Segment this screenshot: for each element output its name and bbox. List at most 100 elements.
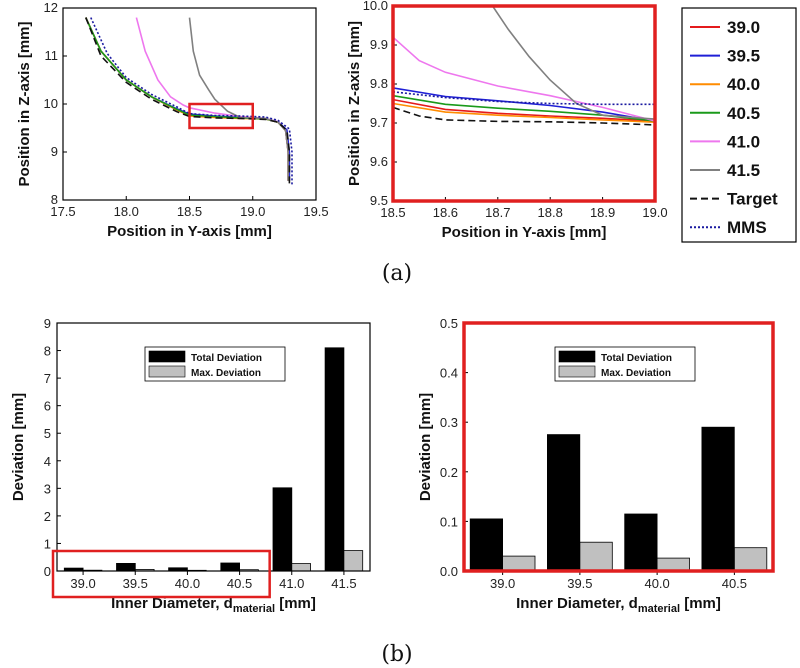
bar-total-deviation [469,518,504,572]
y-tick-label: 10 [44,96,58,111]
bar-legend: Total Deviation Max. Deviation [554,346,696,382]
plot-frame [391,4,657,203]
y-axis-label: Position in Z-axis [mm] [346,21,363,186]
y-tick-label: 9.6 [370,154,388,169]
series-line-41-0 [135,17,290,181]
bar-legend-label: Max. Deviation [191,368,261,379]
plot-frame [462,321,775,573]
legend-a: 39.0 39.5 40.0 40.5 41.0 41.5 Target MMS [681,7,797,243]
x-tick-label: 18.7 [485,205,510,220]
x-tick-label: 39.0 [70,576,95,591]
zoom-highlight-box [188,102,254,130]
y-tick-label: 9.9 [370,37,388,52]
y-axis-label: Deviation [mm] [417,393,434,501]
legend-label: 41.0 [727,132,760,151]
series-line-40-0 [393,102,655,123]
bar-total-deviation [701,426,735,572]
bar-total-deviation [272,487,293,572]
series-line-41-5 [188,17,290,181]
series-line-target [393,106,655,126]
x-tick-label: 39.5 [567,576,592,591]
x-tick-label: 39.5 [123,576,148,591]
series-line-39-0 [393,98,655,122]
y-tick-label: 2 [44,509,51,524]
x-tick-label: 18.6 [433,205,458,220]
x-tick-label: 19.0 [642,205,667,220]
y-tick-label: 9 [51,144,58,159]
y-tick-label: 9.7 [370,115,388,130]
x-tick-label: 40.5 [722,576,747,591]
x-tick-label: 41.0 [279,576,304,591]
zoom-highlight-box [51,549,271,599]
bar-legend-label: Max. Deviation [601,368,671,379]
bar-max-deviation [502,555,536,572]
bar-legend-label: Total Deviation [601,353,672,364]
x-axis-label: Inner Diameter, dmaterial [mm] [111,595,316,615]
x-tick-label: 18.0 [114,204,139,219]
x-tick-label: 41.5 [331,576,356,591]
y-tick-label: 3 [44,481,51,496]
y-tick-label: 1 [44,536,51,551]
y-tick-label: 0.3 [440,415,458,430]
x-axis-label: Position in Y-axis [mm] [442,224,607,241]
legend-label: 40.0 [727,75,760,94]
bar-legend-swatch [148,350,186,363]
x-tick-label: 18.9 [590,205,615,220]
x-tick-label: 18.5 [380,205,405,220]
series-line-mms [90,17,293,186]
y-tick-label: 0.1 [440,514,458,529]
series-line-target [85,17,291,186]
bar-max-deviation [656,557,690,572]
bar-total-deviation [220,562,241,572]
y-tick-label: 7 [44,371,51,386]
bar-total-deviation [116,563,136,572]
chart-a-left: 17.5 18.0 18.5 19.0 19.5 8 9 10 11 12 Position in … [16,0,329,240]
y-tick-label: 5 [44,426,51,441]
chart-a-right: 18.5 18.6 18.7 18.8 18.9 19.0 9.5 9.6 9.7 9.8 9.9 1… [346,0,668,241]
x-axis-label: Inner Diameter, dmaterial [mm] [516,595,721,615]
bar-max-deviation [343,550,364,572]
y-tick-label: 8 [51,192,58,207]
series-line-39-5 [393,87,655,122]
x-tick-label: 17.5 [50,204,75,219]
legend-label: 41.5 [727,161,760,180]
bar-legend-swatch [558,365,596,378]
bar-legend: Total Deviation Max. Deviation [144,346,286,382]
y-tick-label: 6 [44,399,51,414]
series-line-39-0 [85,17,290,181]
legend-label: 39.5 [727,47,760,66]
series-line-41-5 [491,6,655,120]
series-line-40-5 [393,94,655,122]
y-tick-label: 0.5 [440,316,458,331]
legend-label: MMS [727,218,767,237]
x-tick-label: 40.5 [227,576,252,591]
x-tick-label: 39.0 [490,576,515,591]
y-tick-label: 10.0 [363,0,388,13]
bar-max-deviation [579,541,613,572]
legend-frame [681,7,797,243]
series-line-41-0 [393,36,655,122]
bar-max-deviation [291,563,311,572]
series-line-40-5 [85,17,290,181]
plot-frame [56,322,371,572]
chart-b-left: 39.0 39.5 40.0 40.5 41.0 41.5 0 1 2 3 4 5 6 7 8 9 Inner … [10,316,371,615]
bar-max-deviation [734,547,768,572]
plot-frame [62,7,317,201]
y-tick-label: 11 [45,48,59,63]
chart-b-right: 39.0 39.5 40.0 40.5 0.0 0.1 0.2 0.3 0.4 0.5 Inner … [417,316,775,615]
y-tick-label: 9.5 [370,193,388,208]
y-tick-label: 9.8 [370,76,388,91]
x-tick-label: 19.5 [303,204,328,219]
series-line-40-0 [85,17,290,181]
x-tick-label: 40.0 [644,576,669,591]
x-tick-label: 40.0 [175,576,200,591]
x-tick-label: 18.5 [177,204,202,219]
legend-label: Target [727,190,778,209]
y-tick-label: 0.4 [440,366,458,381]
y-tick-label: 0.0 [440,564,458,579]
x-tick-label: 18.8 [538,205,563,220]
legend-label: 40.5 [727,104,760,123]
y-tick-label: 9 [44,316,51,331]
y-tick-label: 0.2 [440,465,458,480]
